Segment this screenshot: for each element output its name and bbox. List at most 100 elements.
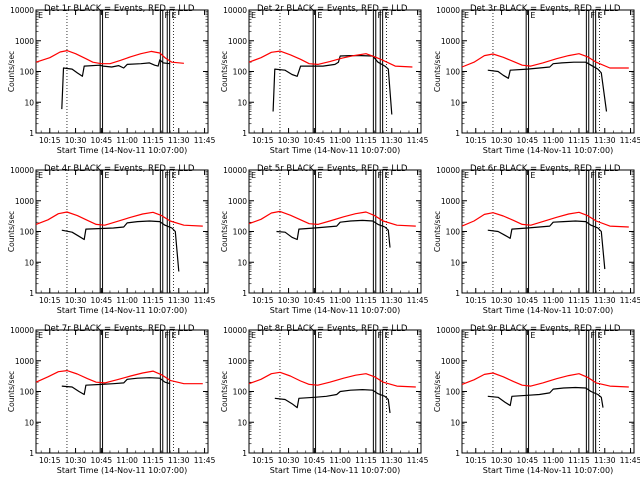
x-tick-label: 11:15: [142, 296, 164, 305]
y-tick-label: 100: [446, 388, 461, 397]
x-tick-label: 10:45: [517, 136, 539, 145]
x-tick-label: 11:00: [542, 296, 564, 305]
y-axis-label: Counts/sec: [7, 51, 16, 92]
x-tick-label: 10:45: [91, 136, 113, 145]
y-tick-label: 1000: [228, 197, 247, 206]
marker-label: E: [384, 331, 389, 340]
x-tick-label: 11:00: [329, 296, 351, 305]
x-axis-label: Start Time (14-Nov-11 10:07:00): [57, 306, 187, 315]
plot-frame: [35, 169, 209, 294]
series-line-lld: [35, 49, 184, 65]
x-tick-label: 11:30: [381, 456, 403, 465]
x-tick-label: 11:15: [142, 136, 164, 145]
y-tick-label: 10: [24, 418, 34, 427]
chart-title: Det 1r BLACK = Events, RED = LLD: [44, 4, 195, 14]
marker-label: E: [464, 11, 469, 20]
series-line-lld: [248, 210, 416, 227]
plot-frame: [248, 169, 422, 294]
x-tick-label: 10:15: [465, 136, 487, 145]
y-tick-label: 100: [233, 388, 248, 397]
series-line-lld: [35, 211, 203, 227]
x-tick-label: 11:45: [620, 456, 640, 465]
x-tick-label: 10:45: [91, 296, 113, 305]
x-tick-label: 11:45: [407, 136, 429, 145]
y-tick-label: 1000: [228, 357, 247, 366]
x-tick-label: 11:30: [381, 296, 403, 305]
series-line-events: [61, 220, 180, 272]
x-tick-label: 10:45: [304, 456, 326, 465]
x-tick-label: 11:15: [142, 456, 164, 465]
y-tick-label: 10: [450, 418, 460, 427]
x-tick-label: 10:15: [39, 456, 61, 465]
y-tick-label: 10000: [223, 326, 247, 335]
x-tick-label: 11:00: [542, 456, 564, 465]
x-tick-label: 11:30: [168, 296, 190, 305]
y-axis-label: Counts/sec: [7, 371, 16, 412]
y-tick-label: 10000: [10, 166, 34, 175]
x-tick-label: 11:00: [116, 296, 138, 305]
x-tick-label: 11:30: [594, 136, 616, 145]
y-tick-label: 10000: [10, 6, 34, 15]
marker-label: E: [530, 11, 535, 20]
x-tick-label: 10:15: [252, 296, 274, 305]
x-axis-label: Start Time (14-Nov-11 10:07:00): [270, 146, 400, 155]
y-tick-label: 1000: [228, 37, 247, 46]
y-tick-label: 1: [242, 129, 247, 138]
y-axis-label: Counts/sec: [433, 51, 442, 92]
marker-label: E: [384, 11, 389, 20]
x-axis-label: Start Time (14-Nov-11 10:07:00): [270, 306, 400, 315]
x-tick-label: 11:15: [568, 296, 590, 305]
chart-panel-8: Det 8r BLACK = Events, RED = LLDEFEE1101…: [220, 324, 429, 475]
series-line-events: [61, 59, 171, 110]
series-line-events: [487, 61, 608, 112]
y-tick-label: 100: [20, 68, 35, 77]
x-tick-label: 11:15: [568, 136, 590, 145]
series-line-events: [487, 220, 606, 270]
chart-title: Det 4r BLACK = Events, RED = LLD: [44, 164, 195, 174]
y-tick-label: 10000: [436, 326, 460, 335]
y-tick-label: 1000: [441, 197, 460, 206]
y-tick-label: 1000: [15, 197, 34, 206]
x-tick-label: 11:45: [194, 456, 216, 465]
x-tick-label: 11:15: [355, 296, 377, 305]
chart-panel-2: Det 2r BLACK = Events, RED = LLDEFEE1101…: [220, 4, 429, 155]
series-line-lld: [35, 370, 203, 385]
y-axis-label: Counts/sec: [433, 371, 442, 412]
marker-label: E: [104, 171, 109, 180]
y-tick-label: 100: [446, 228, 461, 237]
x-tick-label: 10:30: [278, 296, 300, 305]
y-tick-label: 1: [455, 289, 460, 298]
series-line-events: [274, 389, 391, 414]
series-line-events: [487, 386, 604, 408]
x-tick-label: 11:45: [194, 296, 216, 305]
y-tick-label: 100: [446, 68, 461, 77]
plot-frame: [461, 9, 635, 134]
marker-label: E: [464, 171, 469, 180]
plot-frame: [248, 329, 422, 454]
marker-label: E: [104, 11, 109, 20]
y-axis-label: Counts/sec: [433, 211, 442, 252]
y-tick-label: 100: [20, 228, 35, 237]
x-axis-label: Start Time (14-Nov-11 10:07:00): [483, 466, 613, 475]
x-tick-label: 11:45: [620, 296, 640, 305]
x-axis-label: Start Time (14-Nov-11 10:07:00): [483, 146, 613, 155]
y-tick-label: 1000: [441, 357, 460, 366]
y-tick-label: 100: [20, 388, 35, 397]
chart-title: Det 9r BLACK = Events, RED = LLD: [470, 324, 621, 334]
series-line-events: [61, 377, 171, 396]
y-tick-label: 100: [233, 68, 248, 77]
plot-frame: [461, 169, 635, 294]
chart-panel-5: Det 5r BLACK = Events, RED = LLDEFEE1101…: [220, 164, 429, 315]
y-tick-label: 10: [237, 418, 247, 427]
series-line-lld: [461, 211, 629, 228]
x-tick-label: 10:30: [278, 136, 300, 145]
x-tick-label: 11:00: [542, 136, 564, 145]
marker-label: E: [38, 11, 43, 20]
y-tick-label: 1: [29, 449, 34, 458]
marker-label: E: [171, 331, 176, 340]
x-tick-label: 10:30: [491, 456, 513, 465]
chart-title: Det 8r BLACK = Events, RED = LLD: [257, 324, 408, 334]
x-tick-label: 10:45: [517, 296, 539, 305]
y-tick-label: 10: [24, 258, 34, 267]
